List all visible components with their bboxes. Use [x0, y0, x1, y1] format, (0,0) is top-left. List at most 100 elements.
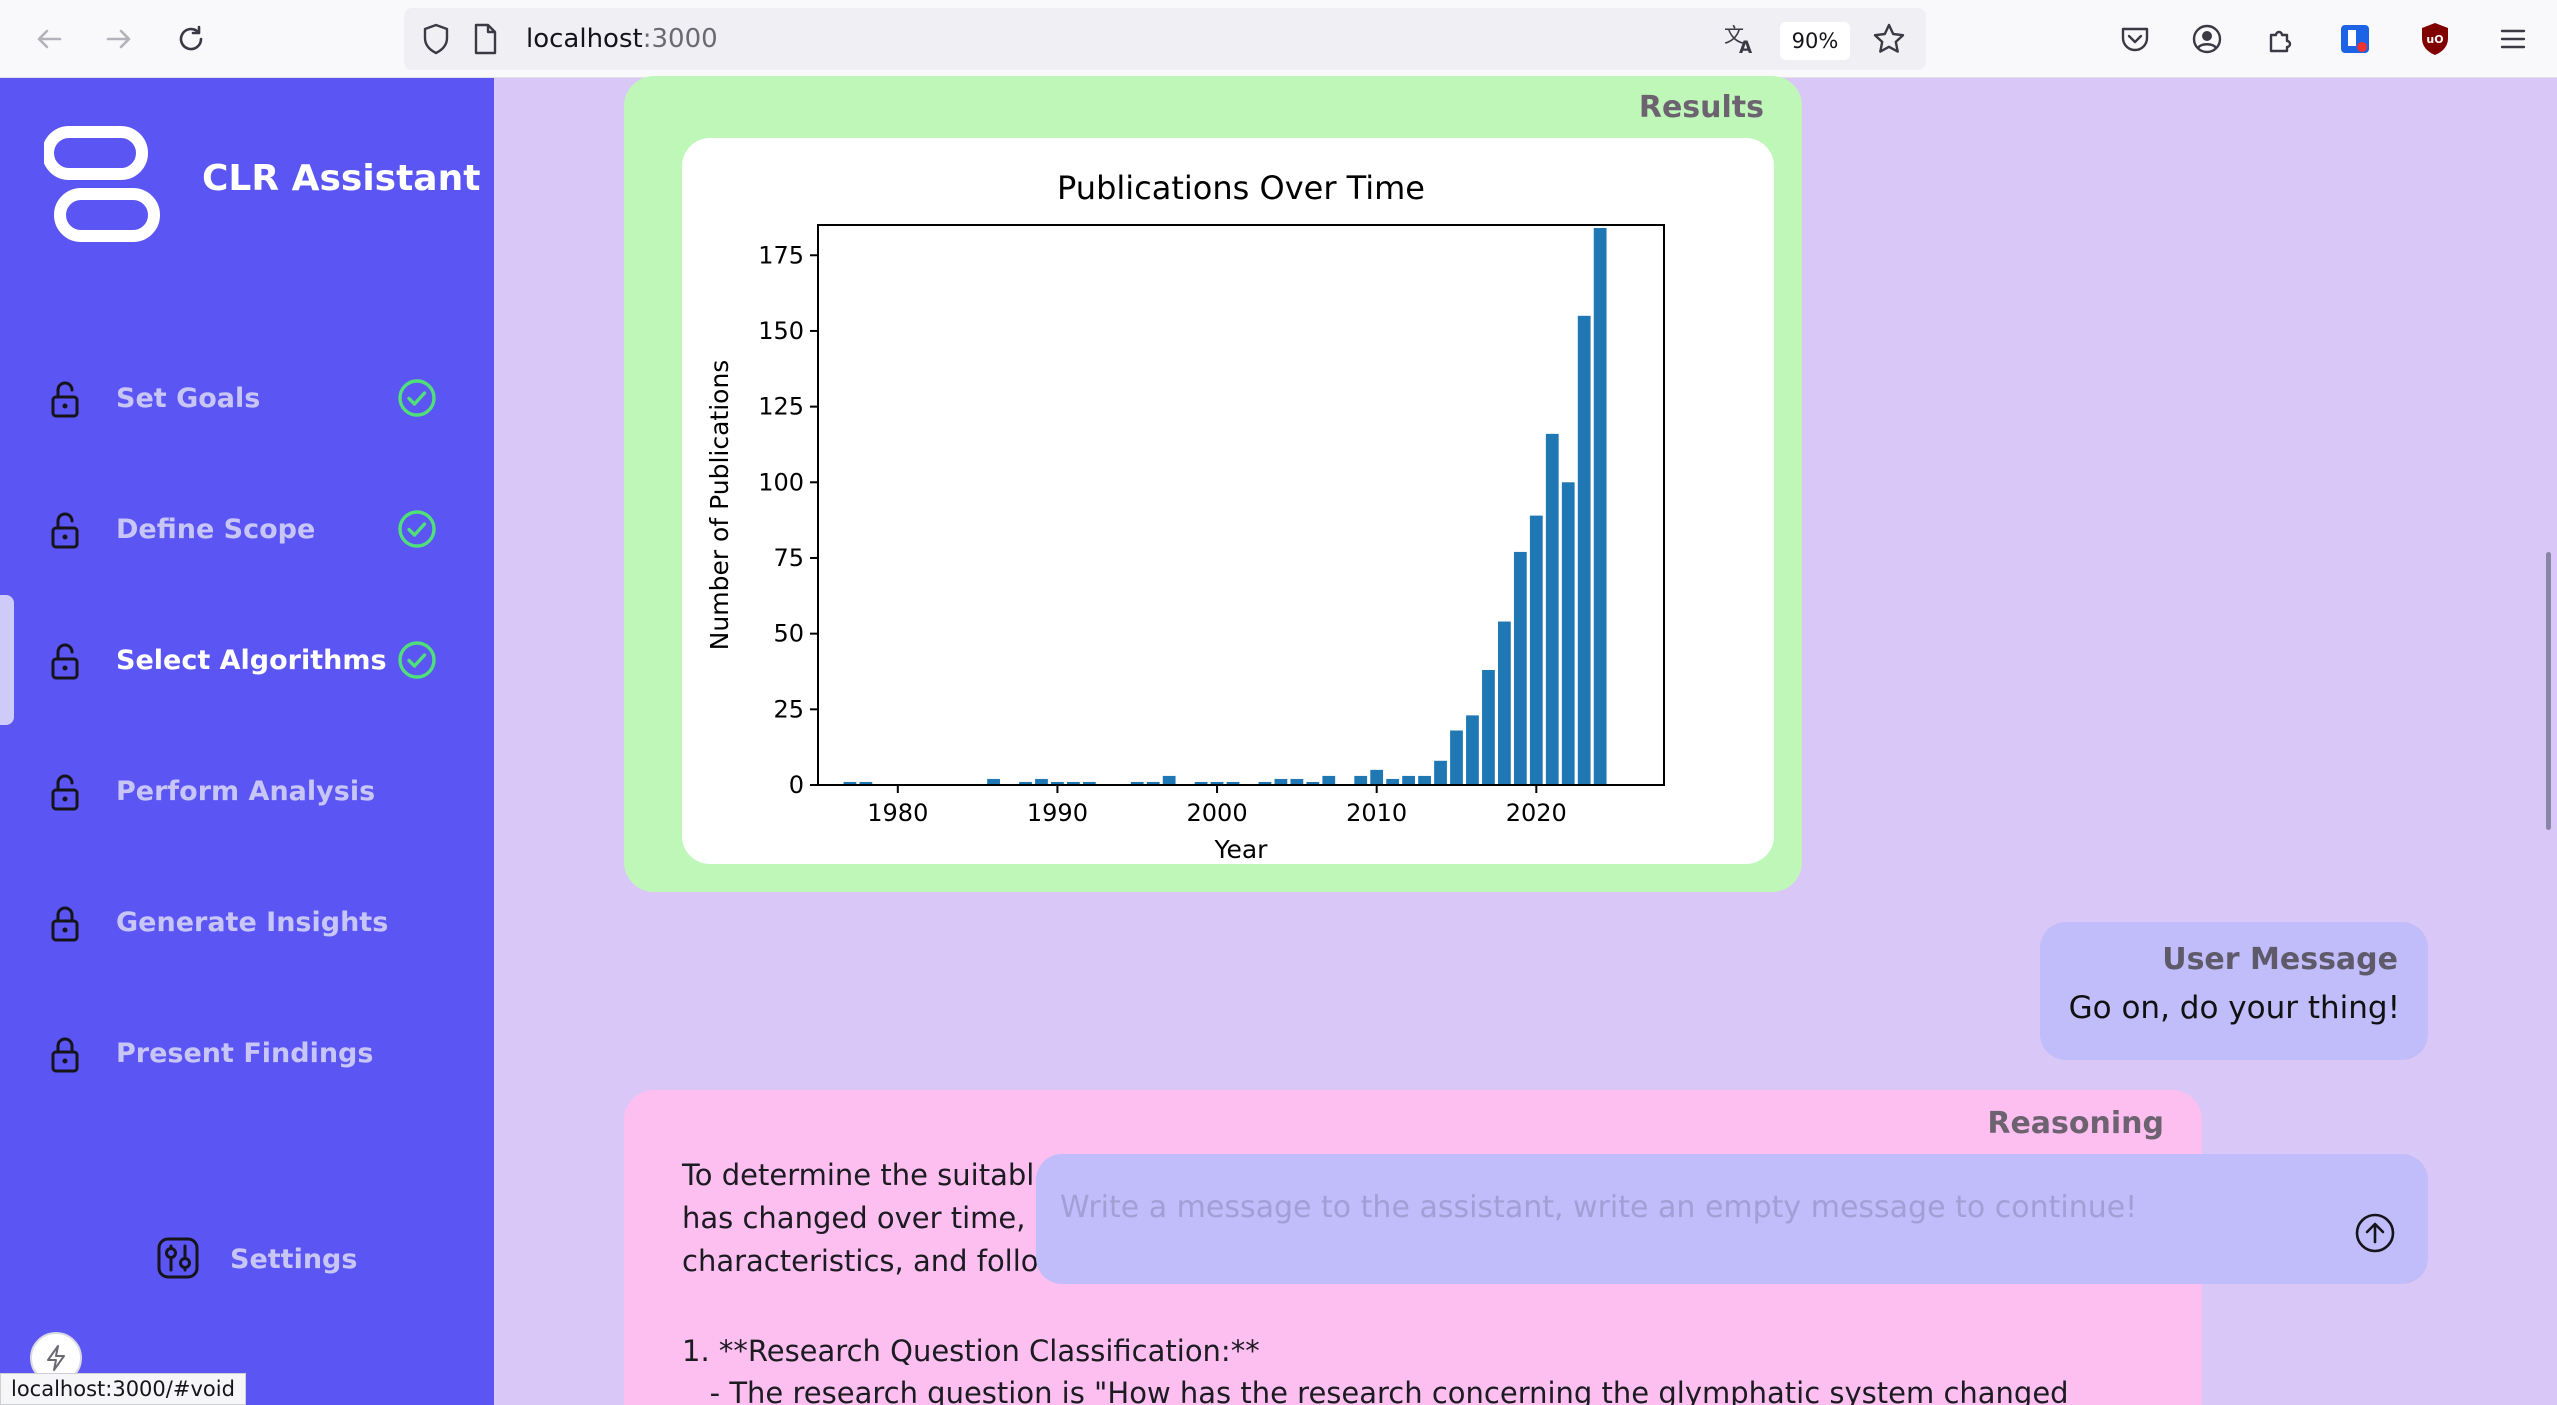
- pocket-icon[interactable]: [2114, 18, 2156, 60]
- bar-1977: [843, 781, 857, 785]
- reasoning-text-line: characteristics, and follo: [682, 1244, 1039, 1278]
- extension-blue-icon[interactable]: [2334, 18, 2376, 60]
- url-text: localhost:3000: [526, 24, 718, 54]
- page-scrollbar[interactable]: [2546, 552, 2551, 830]
- active-indicator: [0, 595, 14, 725]
- bar-2020: [1529, 515, 1543, 785]
- y-tick-label: 25: [773, 695, 804, 723]
- zoom-level[interactable]: 90%: [1780, 22, 1850, 60]
- check-circle-icon: [398, 379, 436, 417]
- bar-2014: [1434, 760, 1447, 785]
- bar-2021: [1545, 433, 1559, 785]
- bar-1999: [1194, 781, 1208, 785]
- bar-1997: [1162, 775, 1176, 785]
- unlocked-lock-icon: [51, 643, 79, 680]
- publications-chart: Publications Over Time 1980 1990 2000 2010 2…: [705, 169, 1665, 864]
- y-tick-label: 175: [758, 241, 804, 269]
- url-host: localhost: [526, 24, 643, 54]
- x-tick-label: 2020: [1506, 799, 1567, 827]
- x-axis-label: Year: [1214, 835, 1269, 864]
- y-tick-label: 75: [773, 544, 804, 572]
- menu-icon[interactable]: [2492, 18, 2534, 60]
- sidebar-item-label: Select Algorithms: [116, 645, 387, 676]
- y-axis-label: Number of Publications: [705, 360, 734, 651]
- x-tick-label: 2000: [1187, 799, 1248, 827]
- reasoning-text-line: To determine the suitabl: [682, 1158, 1035, 1192]
- send-button[interactable]: [2354, 1212, 2396, 1254]
- x-tick-label: 2010: [1346, 799, 1407, 827]
- message-input[interactable]: [1060, 1184, 2320, 1230]
- bar-2022: [1561, 482, 1575, 785]
- sidebar-item-present-findings[interactable]: Present Findings: [0, 1008, 494, 1098]
- bolt-icon: [47, 1345, 65, 1371]
- sidebar-item-set-goals[interactable]: Set Goals: [0, 353, 494, 443]
- bar-1989: [1035, 778, 1048, 785]
- y-tick-label: 100: [758, 468, 804, 496]
- bar-1996: [1146, 781, 1160, 785]
- reasoning-heading: Reasoning: [1987, 1106, 2164, 1141]
- arrow-up-circle-icon: [2355, 1213, 2395, 1253]
- y-tick-label: 0: [789, 771, 804, 799]
- bar-2000: [1210, 781, 1224, 785]
- sidebar-item-label: Perform Analysis: [116, 776, 376, 807]
- svg-text:A: A: [1739, 38, 1753, 56]
- y-tick-label: 150: [758, 317, 804, 345]
- x-tick-label: 1990: [1027, 799, 1088, 827]
- bar-2004: [1274, 778, 1288, 785]
- bar-1991: [1067, 781, 1080, 785]
- lock-icon: [51, 1037, 79, 1073]
- unlocked-lock-icon: [51, 381, 79, 418]
- bar-2013: [1418, 775, 1431, 785]
- y-tick-label: 50: [773, 620, 804, 648]
- reasoning-text-line: has changed over time,: [682, 1201, 1026, 1235]
- bar-2017: [1482, 669, 1495, 785]
- bar-2001: [1226, 781, 1240, 785]
- unlocked-lock-icon: [51, 774, 79, 811]
- lock-icon: [51, 906, 79, 942]
- svg-text:文: 文: [1724, 23, 1744, 47]
- shield-icon[interactable]: [420, 22, 452, 60]
- bar-2024: [1593, 228, 1607, 785]
- svg-text:uO: uO: [2426, 33, 2443, 46]
- y-tick-label: 125: [758, 393, 804, 421]
- sidebar-item-label: Define Scope: [116, 514, 316, 545]
- user-message-bubble: User Message Go on, do your thing!: [2040, 922, 2428, 1060]
- settings-button[interactable]: Settings: [156, 1236, 406, 1284]
- bar-1992: [1082, 781, 1096, 785]
- page-icon: [472, 22, 498, 60]
- ublock-icon[interactable]: uO: [2414, 18, 2456, 60]
- bar-1978: [859, 781, 873, 785]
- bar-2010: [1370, 769, 1384, 785]
- bar-1988: [1019, 781, 1032, 785]
- sidebar-item-perform-analysis[interactable]: Perform Analysis: [0, 746, 494, 836]
- bar-1990: [1051, 781, 1064, 785]
- back-icon[interactable]: [28, 18, 70, 60]
- reasoning-text-line: - The research question is "How has the …: [682, 1376, 2069, 1405]
- bar-2012: [1402, 775, 1415, 785]
- sidebar-item-define-scope[interactable]: Define Scope: [0, 484, 494, 574]
- bar-2007: [1322, 775, 1336, 785]
- sidebar: CLR Assistant Set Goals Define Scope Selec…: [0, 78, 494, 1405]
- status-url: localhost:3000/#void: [0, 1373, 246, 1405]
- app-title: CLR Assistant: [202, 158, 481, 199]
- chart-container: Publications Over Time 1980 1990 2000 2010 2…: [682, 138, 1774, 864]
- account-icon[interactable]: [2186, 18, 2228, 60]
- check-circle-icon: [398, 641, 436, 679]
- forward-icon[interactable]: [98, 18, 140, 60]
- bar-2019: [1513, 551, 1527, 785]
- sidebar-item-select-algorithms[interactable]: Select Algorithms: [0, 595, 494, 725]
- bar-2018: [1497, 621, 1511, 785]
- extensions-icon[interactable]: [2260, 18, 2302, 60]
- check-circle-icon: [398, 510, 436, 548]
- bar-1995: [1130, 781, 1144, 785]
- reload-icon[interactable]: [170, 18, 212, 60]
- url-port: :3000: [642, 24, 718, 54]
- sidebar-item-generate-insights[interactable]: Generate Insights: [0, 877, 494, 967]
- bar-2009: [1354, 775, 1368, 785]
- bookmark-star-icon[interactable]: [1872, 22, 1906, 60]
- bar-2005: [1290, 778, 1304, 785]
- user-message-title: User Message: [2162, 942, 2398, 977]
